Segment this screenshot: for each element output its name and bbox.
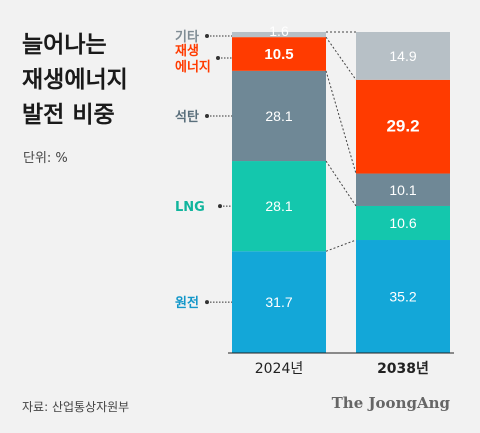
bar-segment-2-2	[356, 205, 450, 241]
x-tick-label-2: 2038년	[377, 361, 429, 377]
value-label-1-3: 28.1	[265, 108, 292, 124]
chart-title: 늘어나는 재생에너지 발전 비중	[22, 28, 128, 133]
category-label-2: LNG	[175, 200, 205, 215]
bar-segment-2-4	[356, 79, 450, 174]
value-label-2-4: 29.2	[386, 117, 419, 136]
title-line-2: 재생에너지	[22, 67, 128, 93]
connector-line-2-1	[325, 160, 357, 207]
category-label-3: 석탄	[175, 109, 199, 125]
leader-dot-1	[216, 56, 220, 60]
leader-dot-3	[205, 113, 209, 118]
bar-segment-1-4	[232, 37, 326, 71]
bar-segment-1-1	[232, 251, 326, 353]
connector-line-1-2	[325, 239, 357, 252]
value-label-1-1: 31.7	[265, 294, 292, 310]
leader-dot-5	[205, 34, 209, 38]
value-label-1-5: 1.6	[269, 23, 289, 39]
leader-dot-4	[205, 300, 209, 305]
value-label-2-3: 10.1	[389, 182, 416, 198]
unit-label: 단위: %	[23, 151, 68, 166]
value-label-1-2: 28.1	[265, 198, 292, 214]
bar-segment-1-5	[232, 32, 326, 38]
connector-line-3-1	[325, 70, 357, 174]
category-label-1: 재생 에너지	[175, 44, 211, 75]
category-label-5: 기타	[175, 29, 199, 45]
value-label-2-5: 14.9	[389, 48, 416, 64]
category-label-4: 원전	[175, 295, 199, 311]
bar-segment-2-1	[356, 240, 450, 353]
value-label-2-1: 35.2	[389, 289, 416, 305]
bar-segment-1-3	[232, 70, 326, 162]
bar-segment-1-2	[232, 161, 326, 252]
connector-line-4-1	[325, 36, 357, 81]
title-line-3: 발전 비중	[22, 102, 115, 128]
bar-segment-2-3	[356, 173, 450, 206]
brand-logo: The JoongAng	[331, 394, 450, 412]
bar-segment-2-5	[356, 32, 450, 80]
title-line-1: 늘어나는	[22, 32, 107, 58]
value-label-2-2: 10.6	[389, 215, 416, 231]
leader-dot-2	[218, 204, 222, 209]
source-note: 자료: 산업통상자원부	[22, 400, 130, 414]
value-label-1-4: 10.5	[264, 46, 293, 63]
x-tick-label-1: 2024년	[255, 361, 304, 377]
